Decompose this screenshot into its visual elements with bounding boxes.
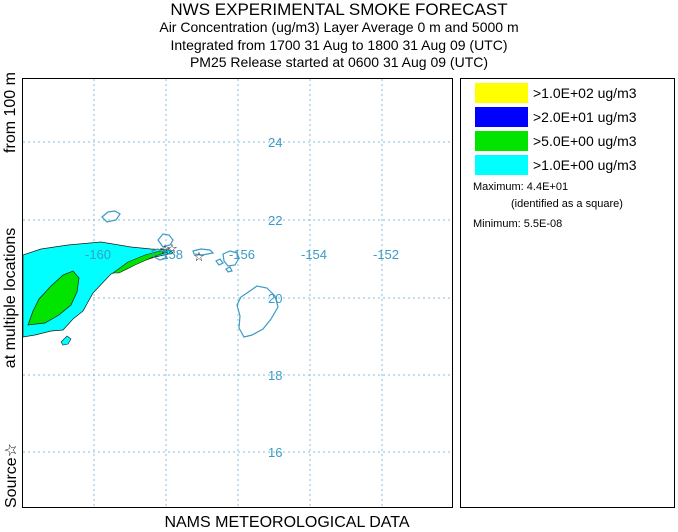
legend-label: >5.0E+00 ug/m3 [533, 133, 637, 149]
legend-label: >1.0E+02 ug/m3 [533, 85, 637, 101]
latitude-label: 20 [268, 291, 282, 306]
longitude-label: -158 [157, 247, 183, 262]
longitude-label: -152 [373, 247, 399, 262]
lanai-coastline [215, 258, 224, 266]
hawaii-coastline [236, 285, 279, 338]
maximum-value: Maximum: 4.4E+01 [473, 181, 569, 193]
latitude-label: 24 [268, 135, 282, 150]
source-marker: ☆ [193, 249, 205, 264]
legend-swatch-green [475, 131, 528, 151]
source-marker: ☆ [159, 242, 171, 257]
latitude-label: 16 [268, 445, 282, 460]
locations-label: at multiple locations [2, 227, 19, 369]
kauai-coastline [157, 233, 174, 248]
niihau-coastline [101, 210, 121, 223]
graticule [23, 79, 452, 507]
plume-cyan-patch [60, 335, 72, 346]
release-start: PM25 Release started at 0600 31 Aug 09 (… [189, 54, 489, 70]
maximum-note: (identified as a square) [511, 198, 623, 210]
maui-coastline [222, 250, 240, 267]
legend-panel: >1.0E+02 ug/m3 >2.0E+01 ug/m3 >5.0E+00 u… [460, 78, 675, 508]
map-panel: ☆ ☆ ☆ 24 22 20 18 16 -160 -158 -156 -154… [22, 78, 453, 508]
molokai-coastline [192, 248, 215, 256]
latitude-label: 22 [268, 213, 282, 228]
oahu-coastline [151, 248, 168, 261]
legend-swatch-blue [475, 107, 528, 127]
source-label: Source☆ [3, 442, 20, 508]
concentration-subtitle: Air Concentration (ug/m3) Layer Average … [159, 19, 519, 35]
latitude-label: 18 [268, 368, 282, 383]
height-label: from 100 m [2, 72, 19, 153]
legend-label: >2.0E+01 ug/m3 [533, 109, 637, 125]
coastlines [101, 210, 279, 338]
met-data-label: NAMS METEOROLOGICAL DATA [164, 514, 410, 531]
minimum-value: Minimum: 5.5E-08 [473, 218, 563, 230]
plume-green-region [27, 270, 80, 326]
source-side-label: Source☆ at multiple locations from 100 m [1, 72, 21, 508]
map-canvas: ☆ ☆ ☆ 24 22 20 18 16 -160 -158 -156 -154… [23, 79, 452, 507]
forecast-title: NWS EXPERIMENTAL SMOKE FORECAST [170, 0, 508, 19]
integration-period: Integrated from 1700 31 Aug to 1800 31 A… [170, 37, 508, 53]
kahoolawe-coastline [225, 266, 233, 273]
legend-label: >1.0E+00 ug/m3 [533, 157, 637, 173]
legend-swatch-cyan [475, 155, 528, 175]
source-marker: ☆ [166, 241, 178, 256]
longitude-label: -154 [301, 247, 327, 262]
longitude-label: -160 [85, 247, 111, 262]
longitude-label: -156 [229, 247, 255, 262]
legend-swatch-yellow [475, 83, 528, 103]
